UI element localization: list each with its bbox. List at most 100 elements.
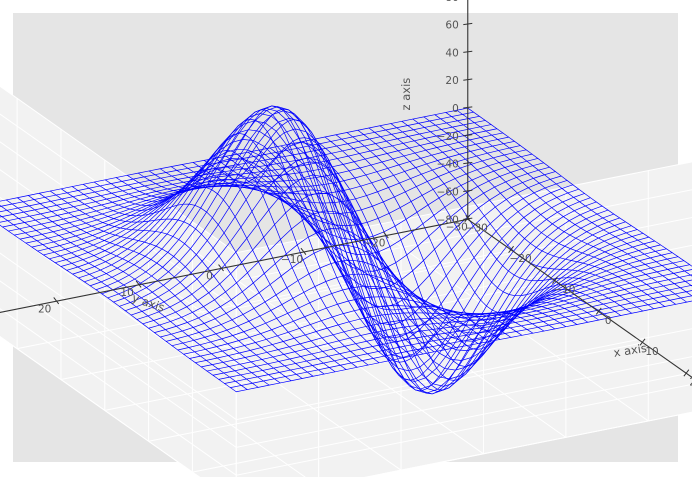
x-tick-label: −20 <box>510 253 532 265</box>
wireframe-line-col <box>0 111 474 207</box>
wireframe-line-row <box>71 186 336 373</box>
floor-gridline <box>385 235 649 422</box>
z-tick-label: −20 <box>437 131 459 143</box>
wireframe-line-row <box>412 118 677 305</box>
wall-gridline <box>0 169 237 337</box>
wireframe-line-col <box>212 279 692 376</box>
x-tick <box>552 276 558 284</box>
wireframe-line-row <box>38 192 303 379</box>
wireframe-line-col <box>83 113 580 358</box>
wireframe-line-col <box>130 157 626 380</box>
wireframe-line-col <box>183 256 679 355</box>
y-tick-label: −20 <box>363 238 385 250</box>
wireframe-line-row <box>0 214 248 390</box>
wireframe-line-row <box>82 183 347 370</box>
wireframe-line-col <box>107 110 603 394</box>
wireframe-line-col <box>154 228 650 342</box>
z-tick <box>463 78 473 81</box>
wall-gridline <box>236 383 692 476</box>
wireframe-line-col <box>235 300 692 393</box>
x-tick <box>683 369 690 377</box>
floor-gridline <box>220 268 484 455</box>
wireframe-line-col <box>66 139 562 308</box>
wall-gridline <box>236 356 692 448</box>
z-tick-label: 0 <box>452 103 459 115</box>
wireframe-line-row <box>357 129 622 316</box>
x-tick <box>639 338 646 346</box>
wall-gridline <box>0 280 237 448</box>
z-tick-label: 60 <box>445 20 458 32</box>
wireframe-line-row <box>0 224 237 393</box>
wall-gridline <box>0 141 237 309</box>
wireframe-line-col <box>25 145 521 244</box>
wireframe-line-col <box>119 128 615 392</box>
wireframe-line-col <box>0 120 486 218</box>
wireframe-line-col <box>48 162 545 260</box>
wireframe-line-col <box>0 107 469 202</box>
wall-gridline <box>364 411 692 477</box>
wireframe-line-col <box>13 136 510 236</box>
y-tick-label: −10 <box>281 254 303 266</box>
x-tick <box>595 307 602 315</box>
wireframe-line-col <box>43 158 539 256</box>
wireframe-line-col <box>89 107 585 372</box>
wall-gridline <box>0 196 237 365</box>
wireframe-line-col <box>142 192 638 361</box>
z-tick-label: −40 <box>437 159 459 171</box>
wireframe-line-row <box>401 120 666 307</box>
wireframe-line-col <box>177 252 673 351</box>
wireframe-line-col <box>194 264 691 364</box>
wireframe-line-col <box>189 260 685 359</box>
wireframe-line-row <box>313 138 578 381</box>
z-tick-label: 40 <box>445 47 458 59</box>
wireframe-line-col <box>230 295 692 388</box>
wireframe-line-row <box>434 114 692 297</box>
wireframe-line-row <box>49 190 314 377</box>
wireframe-line-col <box>200 269 692 368</box>
wireframe-line-col <box>218 284 692 380</box>
wireframe-line-row <box>335 134 600 350</box>
y-tick <box>218 264 224 272</box>
wireframe-line-col <box>136 174 632 371</box>
wireframe-line-row <box>5 199 270 386</box>
wireframe-line-col <box>2 128 498 228</box>
wireframe-line-col <box>148 210 644 351</box>
z-tick <box>463 50 473 53</box>
x-tick <box>464 215 471 223</box>
floor-gridline <box>55 300 306 477</box>
wireframe-line-col <box>124 141 621 387</box>
wireframe-line-col <box>0 124 492 223</box>
wireframe-line-col <box>165 244 661 342</box>
x-tick-label: 20 <box>689 377 692 389</box>
wireframe-line-col <box>8 132 504 232</box>
wall-gridline <box>0 308 237 476</box>
z-tick-label: 20 <box>445 75 458 87</box>
y-tick-label: 20 <box>38 303 51 315</box>
wireframe-line-row <box>379 125 644 312</box>
y-tick <box>382 231 389 239</box>
z-axis-label: z axis <box>399 78 413 111</box>
wireframe-line-col <box>54 158 550 272</box>
wall-gridline <box>0 85 237 254</box>
y-tick-label: −30 <box>446 221 468 233</box>
wireframe-line-row <box>16 197 281 384</box>
wireframe-line-row <box>126 118 391 361</box>
wireframe-line-row <box>93 168 358 368</box>
y-axis-line <box>0 218 468 314</box>
wall-gridline <box>0 335 201 477</box>
wireframe-line-row <box>247 151 512 339</box>
z-tick-label: 80 <box>445 0 458 4</box>
wireframe-line-col <box>101 106 597 390</box>
z-tick <box>463 161 473 165</box>
wall-gridline <box>0 113 237 281</box>
wireframe-line-col <box>78 120 574 343</box>
wireframe-line-row <box>324 136 589 367</box>
x-tick-label: −30 <box>466 222 488 234</box>
z-tick <box>463 22 473 26</box>
wireframe-line-col <box>0 115 480 213</box>
wireframe-line-row <box>467 107 692 267</box>
wireframe-line-col <box>224 290 692 384</box>
wall-gridline <box>236 328 692 421</box>
